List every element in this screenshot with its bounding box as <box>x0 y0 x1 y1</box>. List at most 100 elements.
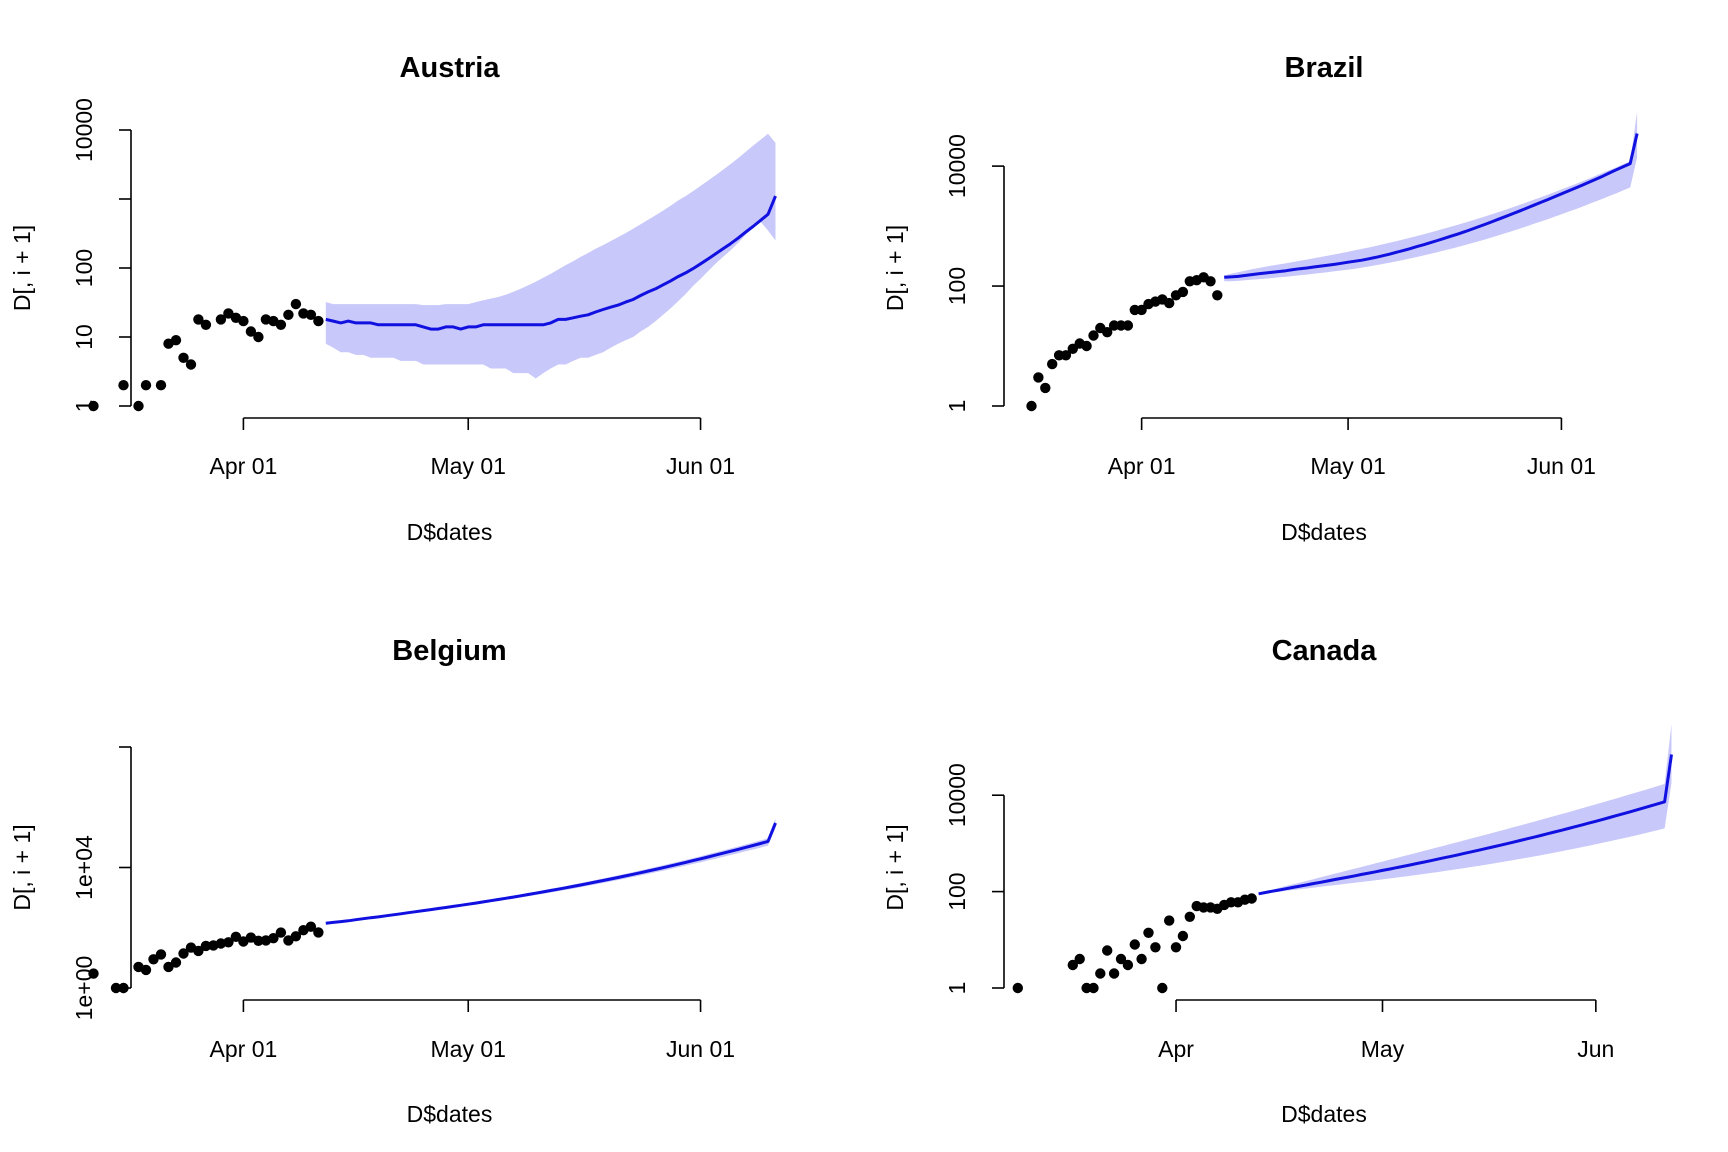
data-point <box>1212 290 1223 301</box>
chart-title: Belgium <box>392 635 506 667</box>
data-point <box>283 309 294 320</box>
data-point <box>140 380 152 391</box>
data-point <box>1026 400 1037 412</box>
forecast-band <box>1258 724 1672 895</box>
data-point <box>1129 939 1141 950</box>
y-tick-label: 10000 <box>71 98 97 162</box>
data-point <box>1164 297 1175 309</box>
data-point <box>200 940 212 952</box>
data-point <box>1067 959 1079 971</box>
x-tick-label: Jun 01 <box>1527 453 1596 479</box>
data-point <box>268 933 279 944</box>
x-tick-label: May 01 <box>1310 453 1385 479</box>
y-tick-label: 1e+00 <box>71 956 97 1021</box>
forecast-band <box>1224 111 1638 282</box>
data-point <box>1170 942 1182 953</box>
forecast-band <box>325 818 776 924</box>
chart-panel-canada: Canada 1 100 10000 D[, i + 1] Apr May Jun D$date… <box>882 635 1673 1127</box>
data-point <box>1102 945 1113 956</box>
chart-title: Canada <box>1272 635 1378 667</box>
forecast-mean-line <box>325 822 777 925</box>
x-tick-label: Jun 01 <box>666 1036 735 1062</box>
data-point <box>163 961 174 973</box>
data-point <box>253 935 264 946</box>
data-point <box>1246 893 1257 904</box>
data-point <box>1033 372 1044 383</box>
data-point <box>178 948 189 959</box>
y-tick-label: 1e+04 <box>71 835 97 900</box>
data-point <box>305 309 317 320</box>
forecast-mean-line <box>325 195 777 331</box>
data-point <box>118 380 129 391</box>
data-point <box>178 352 189 363</box>
data-point <box>155 949 167 960</box>
data-point <box>1012 982 1023 994</box>
data-point <box>193 945 204 957</box>
x-axis-label: D$dates <box>1281 1101 1367 1127</box>
x-tick-label: Apr <box>1158 1036 1194 1062</box>
y-tick-label: 1 <box>944 982 970 995</box>
data-point <box>155 380 167 391</box>
data-point <box>275 927 287 938</box>
data-point <box>1177 286 1189 298</box>
chart-panel-belgium: Belgium 1e+00 1e+04 D[, i + 1] Apr 01 May 01 J… <box>9 635 777 1127</box>
data-point <box>88 400 99 412</box>
data-point <box>223 308 234 319</box>
data-point <box>170 335 182 346</box>
data-point <box>1177 930 1189 942</box>
x-tick-label: Apr 01 <box>210 1036 278 1062</box>
data-point <box>215 314 227 325</box>
data-point <box>88 968 99 979</box>
x-tick-label: May <box>1361 1036 1405 1062</box>
forecast-mean-line <box>1224 133 1639 279</box>
x-tick-label: May 01 <box>431 1036 506 1062</box>
y-tick-label: 10 <box>71 324 97 350</box>
data-point <box>313 315 324 327</box>
y-axis-label: D[, i + 1] <box>882 824 908 910</box>
y-axis-label: D[, i + 1] <box>9 824 35 910</box>
data-point <box>1136 953 1147 965</box>
y-tick-label: 1 <box>944 400 970 413</box>
data-point <box>1088 330 1099 341</box>
data-point <box>193 314 204 325</box>
chart-title: Brazil <box>1285 52 1364 84</box>
y-axis-label: D[, i + 1] <box>9 225 35 311</box>
data-point <box>305 921 317 932</box>
y-tick-label: 100 <box>944 267 970 305</box>
data-point <box>1108 968 1120 979</box>
data-point <box>200 319 212 330</box>
data-point <box>140 964 152 976</box>
data-point <box>1184 911 1196 922</box>
chart-title: Austria <box>400 52 501 84</box>
data-point <box>1047 358 1058 370</box>
data-point <box>1074 953 1085 965</box>
data-point <box>313 927 324 938</box>
data-point <box>1136 304 1147 316</box>
x-tick-label: Jun <box>1577 1036 1614 1062</box>
data-point <box>1095 968 1106 979</box>
data-point <box>253 331 264 343</box>
x-tick-label: Apr 01 <box>210 453 278 479</box>
data-point <box>238 315 249 327</box>
data-point <box>290 298 302 310</box>
data-point <box>148 954 159 965</box>
data-point <box>133 400 144 412</box>
chart-panel-austria: Austria 1 10 100 10000 D[, i + 1] Apr 01 May 01… <box>9 52 777 545</box>
y-axis-label: D[, i + 1] <box>882 225 908 311</box>
data-point <box>275 319 287 330</box>
x-tick-label: Apr 01 <box>1108 453 1176 479</box>
x-axis-label: D$dates <box>407 1101 493 1127</box>
data-point <box>230 931 242 942</box>
data-point <box>1150 942 1161 953</box>
data-point <box>1102 327 1113 338</box>
data-point <box>1088 982 1099 994</box>
data-point <box>1157 982 1168 994</box>
data-point <box>1205 276 1216 287</box>
data-point <box>1040 382 1051 394</box>
data-point <box>110 982 122 994</box>
x-axis-label: D$dates <box>407 519 493 545</box>
y-tick-label: 10000 <box>944 134 970 198</box>
data-point <box>1122 320 1134 331</box>
data-point <box>290 931 302 942</box>
